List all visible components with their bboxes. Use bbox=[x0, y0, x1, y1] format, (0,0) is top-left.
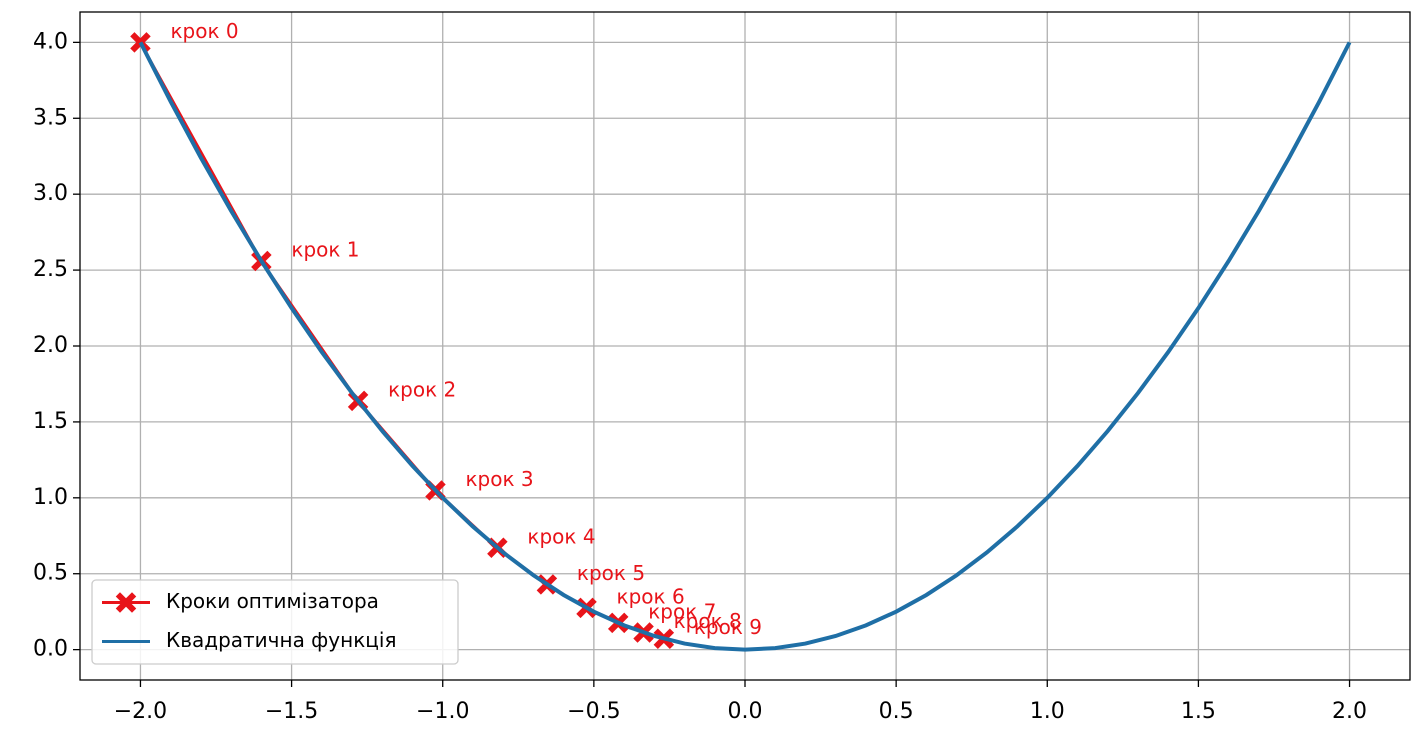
y-tick-label: 2.0 bbox=[33, 333, 68, 358]
point-label: крок 5 bbox=[577, 561, 645, 585]
point-label: крок 7 bbox=[648, 599, 716, 623]
y-tick-label: 0.5 bbox=[33, 561, 68, 586]
x-tick-label: −1.0 bbox=[416, 699, 469, 724]
x-tick-label: 1.5 bbox=[1181, 699, 1216, 724]
x-tick-label: −0.5 bbox=[567, 699, 620, 724]
point-label: крок 0 bbox=[170, 19, 238, 43]
y-tick-label: 0.0 bbox=[33, 637, 68, 662]
point-label: крок 9 bbox=[694, 615, 762, 639]
legend-label: Квадратична функція bbox=[166, 628, 396, 652]
point-label: крок 3 bbox=[465, 467, 533, 491]
point-label: крок 4 bbox=[527, 524, 595, 548]
x-tick-label: 1.0 bbox=[1030, 699, 1065, 724]
plot-frame bbox=[79, 11, 1411, 681]
series-line bbox=[139, 41, 665, 640]
y-tick-label: 2.5 bbox=[33, 257, 68, 282]
x-tick-label: 0.0 bbox=[728, 699, 763, 724]
y-tick-label: 4.0 bbox=[33, 29, 68, 54]
series-line bbox=[138, 41, 1352, 652]
y-tick-label: 1.5 bbox=[33, 409, 68, 434]
marker bbox=[115, 592, 137, 613]
legend-label: Кроки оптимізатора bbox=[166, 589, 379, 613]
x-tick-label: 0.5 bbox=[879, 699, 914, 724]
y-tick-label: 1.0 bbox=[33, 485, 68, 510]
x-tick-label: 2.0 bbox=[1332, 699, 1367, 724]
point-label: крок 2 bbox=[388, 377, 456, 401]
point-label: крок 6 bbox=[617, 584, 685, 608]
point-label: крок 8 bbox=[674, 609, 742, 633]
legend-box bbox=[91, 579, 459, 665]
x-tick-label: −1.5 bbox=[265, 699, 318, 724]
y-tick-label: 3.0 bbox=[33, 181, 68, 206]
x-tick-label: −2.0 bbox=[114, 699, 167, 724]
point-label: крок 1 bbox=[291, 237, 359, 261]
y-tick-label: 3.5 bbox=[33, 105, 68, 130]
